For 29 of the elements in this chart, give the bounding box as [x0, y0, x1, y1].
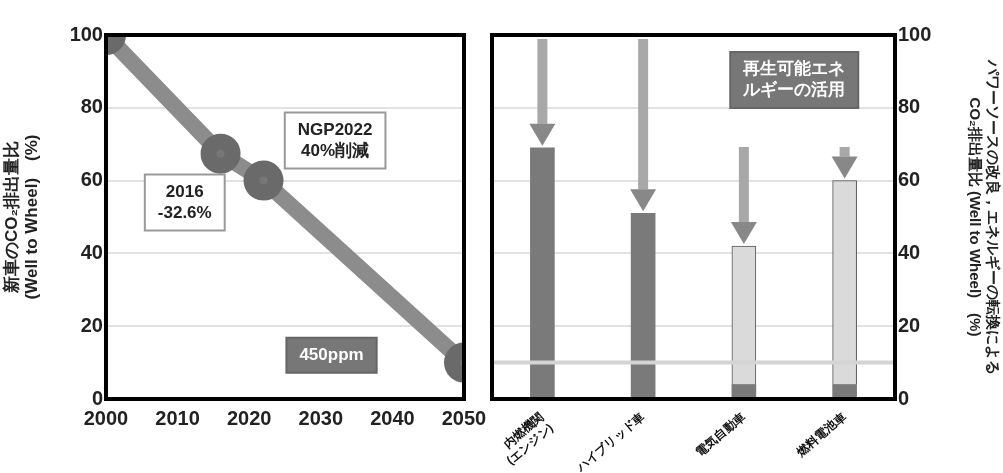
- x-tick-label: 2050: [441, 406, 487, 429]
- x-tick-label: 2010: [155, 406, 200, 429]
- x-tick-label: 2040: [370, 406, 415, 429]
- x-tick-label: 2020: [226, 406, 272, 429]
- annotation: 2016 -32.6%: [157, 181, 212, 222]
- y-tick-label: 100: [69, 22, 103, 45]
- annotation: 再生可能エネルギーの活用: [742, 59, 846, 100]
- annotation: NGP2022 40%削減: [297, 119, 373, 160]
- annotation: 450ppm: [299, 345, 364, 365]
- x-tick-label: 内燃機関 (エンジン): [500, 409, 556, 468]
- x-tick-label: ハイブリッド車: [573, 409, 648, 473]
- x-tick-label: 電気自動車: [692, 409, 748, 459]
- bar: [832, 384, 857, 399]
- y-tick-label: 20: [80, 313, 103, 336]
- x-tick-label: 燃料電池車: [792, 409, 849, 460]
- y-tick-label: 60: [80, 168, 103, 191]
- x-tick-label: 2030: [298, 406, 344, 429]
- y2-tick-label: 80: [898, 95, 921, 118]
- y2-tick-label: 20: [898, 313, 921, 336]
- y-tick-label: 40: [80, 240, 103, 263]
- y2-tick-label: 100: [898, 22, 932, 45]
- y2-axis-title: パワーソースの改良，エネルギーの転換による CO₂排出量比 (Well to Wheel) (%): [966, 58, 1002, 375]
- y-tick-label: 80: [80, 95, 103, 118]
- y2-tick-label: 0: [898, 386, 910, 409]
- y-tick-label: 0: [91, 386, 103, 409]
- y2-tick-label: 60: [898, 168, 921, 191]
- x-tick-label: 2000: [83, 406, 129, 429]
- y-axis-title: 新車のCO₂排出量比 (Well to Wheel) (%): [1, 134, 42, 300]
- y2-tick-label: 40: [898, 240, 921, 263]
